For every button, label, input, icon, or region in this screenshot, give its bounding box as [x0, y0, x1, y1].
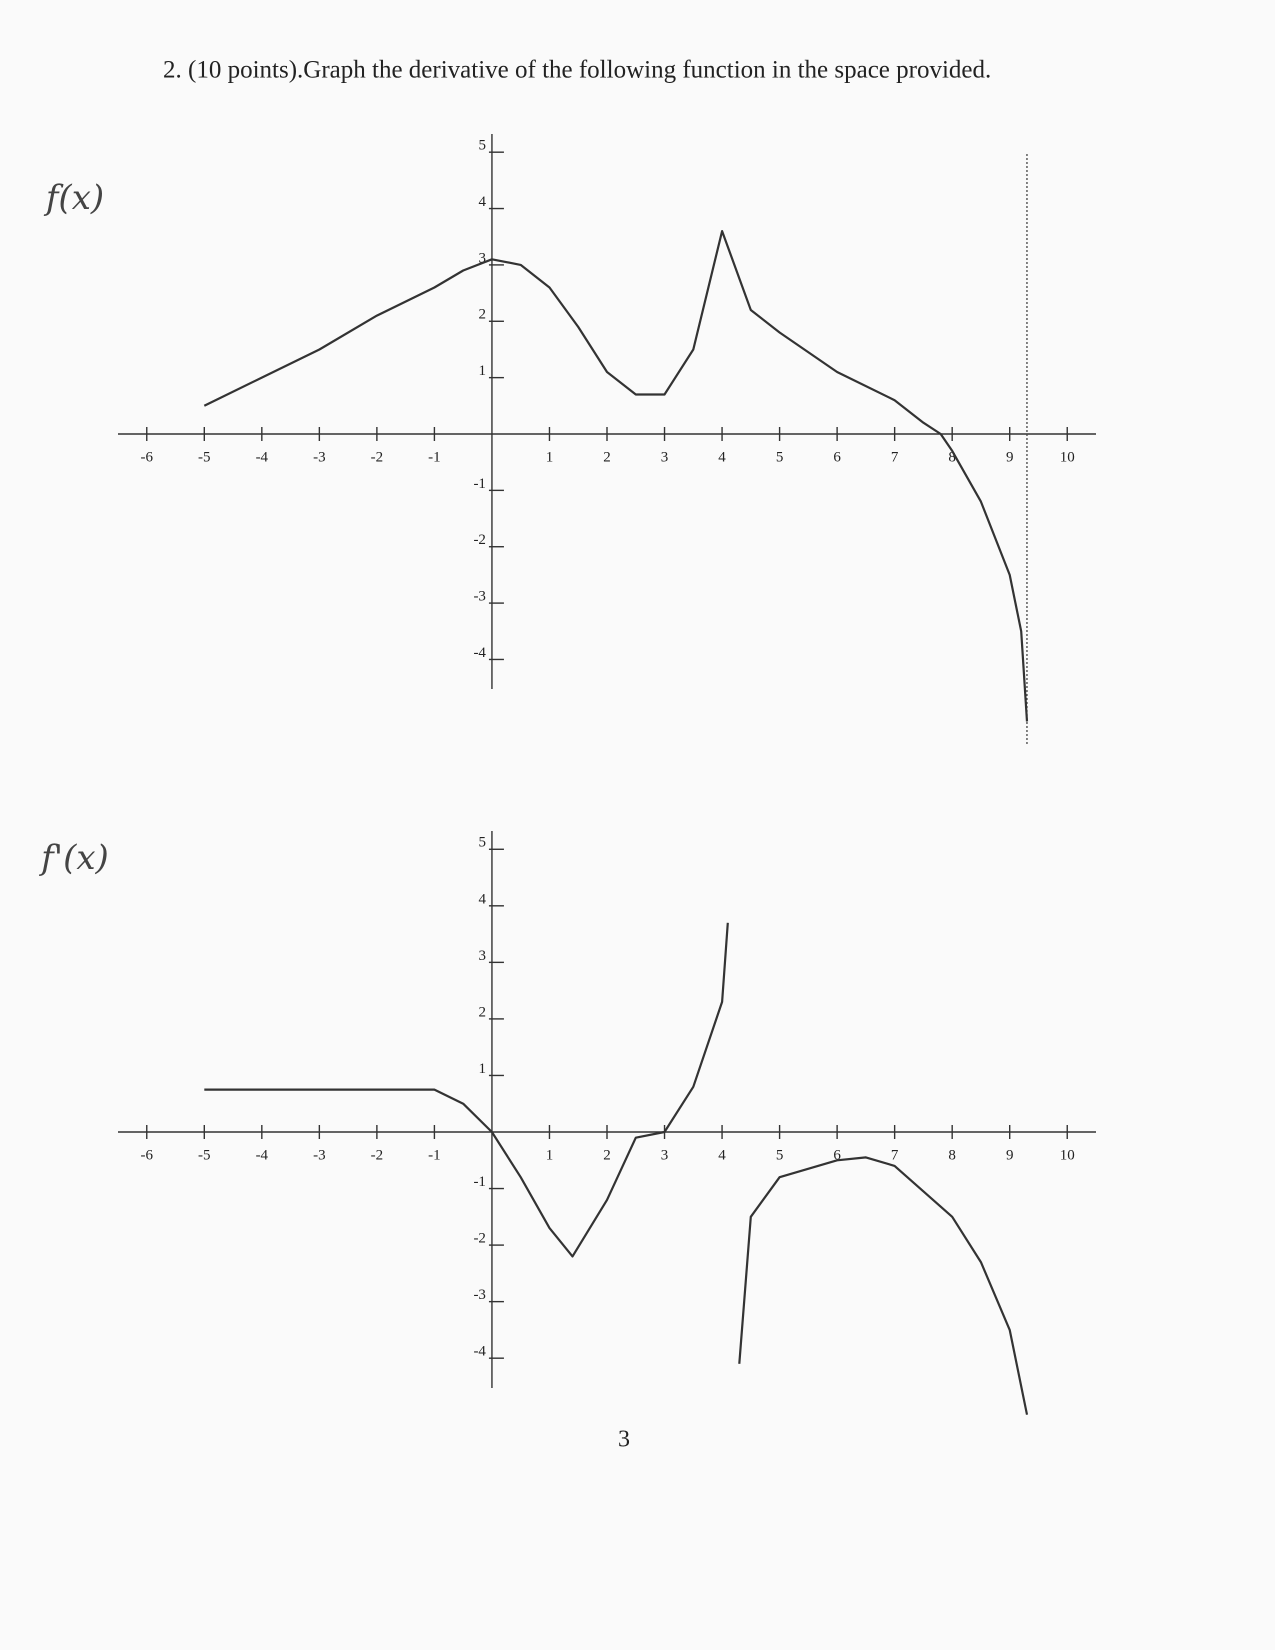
x-tick-label: 1 — [546, 1147, 554, 1163]
y-tick-label: 2 — [478, 1004, 486, 1020]
y-tick-label: 4 — [478, 194, 486, 210]
x-tick-label: 1 — [546, 449, 554, 465]
x-tick-label: 9 — [1006, 449, 1014, 465]
y-tick-label: -3 — [473, 589, 486, 605]
x-tick-label: 4 — [718, 1147, 726, 1163]
y-tick-label: -4 — [473, 1344, 486, 1360]
x-tick-label: -2 — [371, 1147, 384, 1163]
x-tick-label: -3 — [313, 1147, 326, 1163]
x-tick-label: 9 — [1006, 1147, 1014, 1163]
x-tick-label: 5 — [776, 449, 784, 465]
x-tick-label: 2 — [603, 449, 611, 465]
y-tick-label: -4 — [473, 645, 486, 661]
y-tick-label: 3 — [478, 250, 486, 266]
x-tick-label: 8 — [948, 1147, 956, 1163]
function-label: f'(x) — [38, 838, 109, 878]
y-tick-label: -3 — [473, 1287, 486, 1303]
x-tick-label: 3 — [661, 449, 669, 465]
x-tick-label: -6 — [141, 449, 154, 465]
question-header: 2. (10 points).Graph the derivative of t… — [163, 57, 991, 84]
x-tick-label: 5 — [776, 1147, 784, 1163]
x-tick-label: 6 — [833, 1147, 841, 1163]
x-tick-label: 3 — [661, 1147, 669, 1163]
x-tick-label: -2 — [371, 449, 384, 465]
y-tick-label: -1 — [473, 476, 486, 492]
x-tick-label: 7 — [891, 449, 899, 465]
x-tick-label: -4 — [256, 449, 269, 465]
y-tick-label: 1 — [478, 1061, 486, 1077]
x-tick-label: 2 — [603, 1147, 611, 1163]
x-tick-label: 7 — [891, 1147, 899, 1163]
function-curve — [204, 922, 1029, 1415]
x-tick-label: -1 — [428, 1147, 441, 1163]
y-tick-label: -2 — [473, 1231, 486, 1247]
y-tick-label: 1 — [478, 363, 486, 379]
x-tick-label: -5 — [198, 449, 211, 465]
y-tick-label: 4 — [478, 891, 486, 907]
y-tick-label: 5 — [478, 138, 486, 154]
x-tick-label: -5 — [198, 1147, 211, 1163]
x-tick-label: 8 — [948, 449, 956, 465]
x-tick-label: 10 — [1060, 449, 1075, 465]
page-number: 3 — [618, 1427, 630, 1453]
x-tick-label: 4 — [718, 449, 726, 465]
x-tick-label: -6 — [141, 1147, 154, 1163]
x-tick-label: 10 — [1060, 1147, 1075, 1163]
y-tick-label: 3 — [478, 948, 486, 964]
x-tick-label: -1 — [428, 449, 441, 465]
x-tick-label: -4 — [256, 1147, 269, 1163]
x-tick-label: 6 — [833, 449, 841, 465]
x-tick-label: -3 — [313, 449, 326, 465]
y-tick-label: -1 — [473, 1174, 486, 1190]
function-curve — [203, 230, 1029, 722]
y-tick-label: 5 — [478, 835, 486, 851]
function-label: f(x) — [43, 178, 104, 218]
y-tick-label: -2 — [473, 532, 486, 548]
y-tick-label: 2 — [478, 307, 486, 323]
